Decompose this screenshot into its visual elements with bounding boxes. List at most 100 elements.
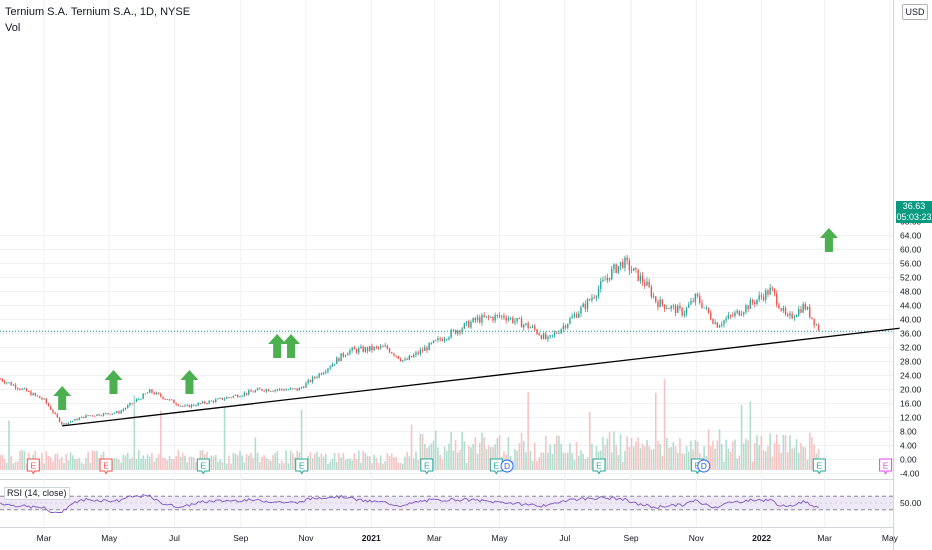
- volume-bar: [476, 453, 479, 470]
- candle-body: [615, 264, 617, 273]
- candle-body: [195, 405, 197, 407]
- volume-bar: [714, 448, 716, 470]
- candle-body: [314, 376, 316, 378]
- candle-body: [769, 287, 771, 295]
- candle-body: [89, 415, 92, 417]
- volume-bar: [676, 452, 679, 470]
- volume-bar: [234, 453, 237, 470]
- candle-body: [465, 321, 468, 324]
- volume-bar: [170, 458, 173, 470]
- dividend-marker-label: D: [504, 461, 510, 471]
- volume-bar: [181, 453, 184, 470]
- volume-bar: [157, 454, 160, 470]
- volume-bar: [377, 462, 380, 470]
- y-tick-label: 8.00: [900, 427, 917, 437]
- volume-bar: [668, 447, 670, 470]
- candle-body: [573, 314, 576, 317]
- candle-body: [487, 316, 490, 318]
- candle-body: [289, 388, 292, 390]
- candle-body: [712, 319, 714, 324]
- candle-body: [448, 337, 450, 340]
- volume-bar: [784, 435, 787, 470]
- candle-body: [105, 413, 107, 414]
- candle-body: [734, 312, 736, 316]
- volume-bar: [41, 453, 43, 470]
- candle-body: [50, 406, 52, 410]
- volume-bar: [366, 455, 369, 470]
- volume-bar: [617, 454, 620, 470]
- candle-body: [527, 323, 529, 328]
- dividend-marker: D: [697, 459, 711, 473]
- earnings-marker: E: [99, 458, 113, 475]
- volume-bar: [151, 452, 153, 470]
- volume-bar: [276, 451, 279, 470]
- candle-body: [562, 325, 565, 330]
- candle-body: [353, 347, 356, 350]
- volume-bar: [731, 441, 734, 470]
- volume-bar: [654, 392, 657, 470]
- candle-body: [320, 373, 323, 375]
- volume-bar: [250, 452, 252, 470]
- volume-bar: [723, 461, 725, 470]
- candle-body: [578, 313, 580, 318]
- candle-body: [127, 405, 129, 408]
- candle-body: [171, 399, 173, 401]
- volume-bar: [452, 450, 455, 470]
- candle-body: [479, 317, 481, 323]
- candle-body: [17, 388, 19, 389]
- candle-body: [14, 384, 17, 389]
- volume-bar: [738, 455, 741, 470]
- candle-body: [424, 347, 426, 351]
- candle-body: [67, 422, 70, 425]
- candle-body: [611, 268, 613, 280]
- volume-bar: [223, 407, 226, 470]
- candle-body: [516, 318, 518, 321]
- candle-body: [303, 387, 305, 389]
- candle-body: [331, 364, 334, 367]
- candle-body: [160, 393, 162, 397]
- candle-body: [6, 382, 8, 384]
- volume-bar: [21, 450, 23, 470]
- candle-body: [360, 346, 362, 349]
- volume-bar: [749, 401, 752, 470]
- candle-body: [435, 339, 437, 341]
- candle-body: [201, 401, 204, 404]
- volume-bar: [236, 455, 239, 470]
- volume-bar: [355, 459, 358, 470]
- volume-bar: [401, 463, 404, 470]
- candle-body: [415, 352, 417, 355]
- candle-body: [166, 399, 169, 400]
- volume-bar: [448, 443, 450, 470]
- volume-bar: [89, 462, 92, 470]
- candle-body: [336, 357, 338, 364]
- volume-bar: [56, 453, 59, 470]
- earnings-marker: E: [26, 458, 40, 475]
- currency-button[interactable]: USD: [902, 4, 928, 20]
- candle-body: [490, 317, 492, 318]
- volume-bar: [338, 452, 340, 470]
- volume-bar: [274, 452, 276, 470]
- candle-body: [672, 305, 675, 307]
- x-tick-label: May: [882, 533, 899, 543]
- volume-bar: [606, 438, 609, 470]
- candle-body: [250, 390, 252, 392]
- candle-body: [809, 306, 811, 318]
- candle-body: [74, 419, 76, 421]
- volume-bar: [802, 446, 804, 470]
- candle-body: [162, 396, 164, 399]
- volume-bar: [388, 455, 391, 470]
- volume-bar: [415, 451, 417, 470]
- volume-bar: [786, 452, 789, 470]
- volume-bar: [628, 447, 631, 470]
- volume-bar: [188, 456, 191, 470]
- candle-body: [666, 308, 668, 310]
- volume-bar: [118, 459, 120, 470]
- y-tick-label: 52.00: [900, 273, 922, 283]
- arrow-up-icon: [180, 370, 199, 394]
- volume-bar: [291, 452, 294, 470]
- arrow-up-icon: [268, 334, 287, 358]
- candle-body: [452, 330, 455, 331]
- candle-body: [274, 389, 276, 392]
- volume-bar: [87, 451, 89, 470]
